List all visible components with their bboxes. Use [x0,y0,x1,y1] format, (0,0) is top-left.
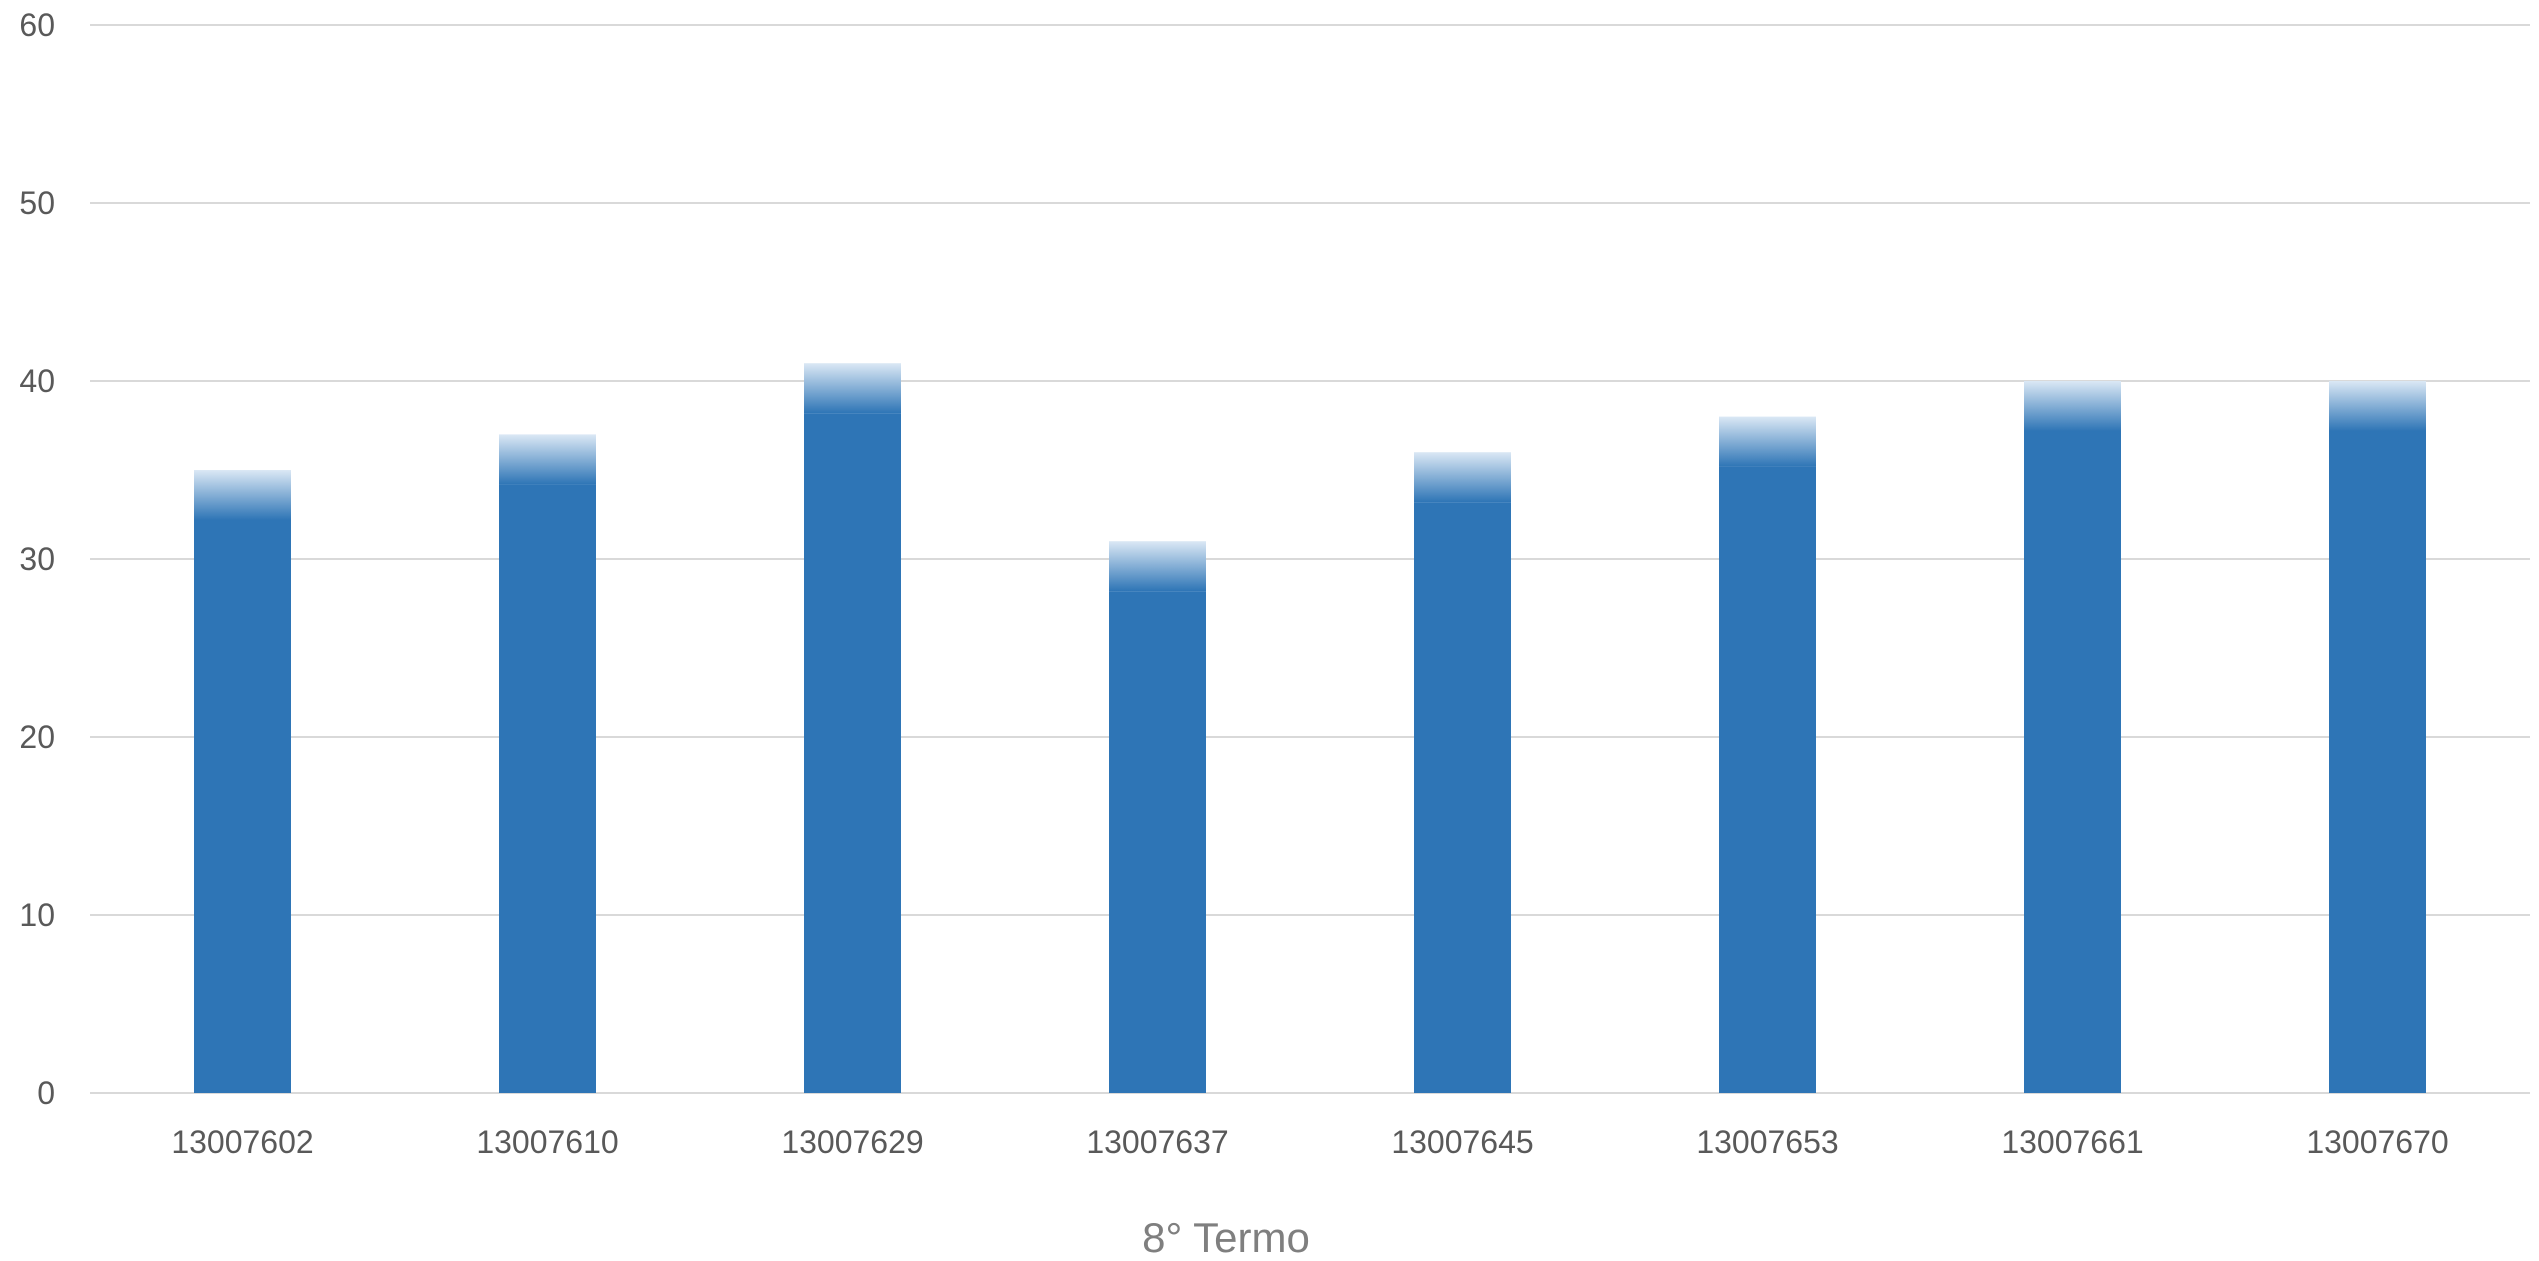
y-tick-label: 10 [19,897,55,933]
y-axis-ticks: 0 10 20 30 40 50 60 [19,7,55,1111]
x-axis-ticks: 13007602 13007610 13007629 13007637 13007645… [171,1124,2448,1160]
y-tick-label: 50 [19,185,55,221]
bar-top-13007610 [499,434,596,485]
bar-13007610 [499,484,596,1093]
x-tick-label: 13007637 [1086,1124,1228,1160]
bar-top-13007653 [1719,416,1816,467]
bar-top-13007629 [804,363,901,414]
y-tick-label: 60 [19,7,55,43]
bar-13007629 [804,413,901,1093]
x-tick-label: 13007670 [2306,1124,2448,1160]
x-tick-label: 13007645 [1391,1124,1533,1160]
bar-13007653 [1719,466,1816,1094]
x-tick-label: 13007602 [171,1124,313,1160]
bar-13007645 [1414,502,1511,1093]
gridlines [90,24,2530,1094]
y-tick-label: 20 [19,719,55,755]
y-tick-label: 30 [19,541,55,577]
bar-top-13007645 [1414,452,1511,503]
bar-13007661 [2024,431,2121,1093]
bar-top-13007661 [2024,381,2121,431]
x-tick-label: 13007610 [476,1124,618,1160]
x-tick-label: 13007661 [2001,1124,2143,1160]
y-tick-label: 40 [19,363,55,399]
bar-13007602 [194,520,291,1093]
y-tick-label: 0 [37,1075,55,1111]
x-tick-label: 13007653 [1696,1124,1838,1160]
x-tick-label: 13007629 [781,1124,923,1160]
bar-13007670 [2329,431,2426,1093]
x-axis-title: 8° Termo [1142,1214,1310,1261]
bar-top-13007602 [194,470,291,520]
bar-13007637 [1109,591,1206,1093]
bar-top-13007670 [2329,381,2426,431]
bars [194,363,2426,1094]
bar-top-13007637 [1109,541,1206,592]
